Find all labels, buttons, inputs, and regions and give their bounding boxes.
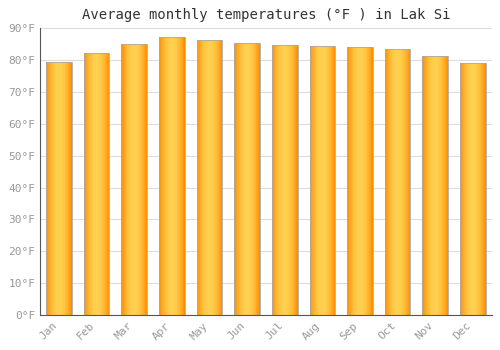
Bar [196,41,222,315]
Title: Average monthly temperatures (°F ) in Lak Si: Average monthly temperatures (°F ) in La… [82,8,450,22]
Bar [347,47,373,315]
Bar [422,56,448,315]
Bar [272,44,297,315]
Bar [46,62,72,315]
Bar [385,49,410,315]
Bar [84,52,110,315]
Bar [460,63,485,315]
Bar [310,46,335,315]
Bar [234,43,260,315]
Bar [122,44,147,315]
Bar [159,37,184,315]
